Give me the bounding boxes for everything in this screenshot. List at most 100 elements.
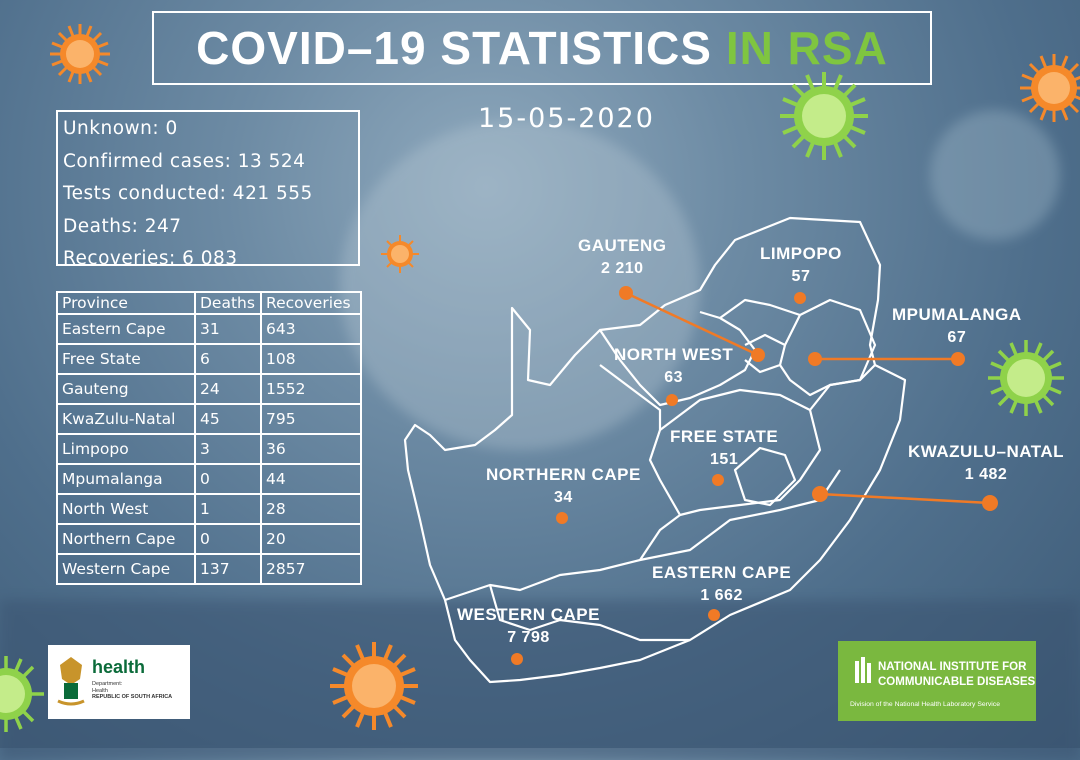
north-west-value: 63 <box>664 369 684 386</box>
deaths-stat: Deaths: 247 <box>63 215 182 237</box>
orange-virus-icon <box>330 642 418 730</box>
kwazulu-natal-value: 1 482 <box>964 466 1008 483</box>
recoveries-cell: 44 <box>260 463 362 495</box>
recoveries-cell: 28 <box>260 493 362 525</box>
nicd-emblem-icon <box>855 657 871 683</box>
label-eastern-cape: EASTERN CAPE 1 662 <box>652 563 791 605</box>
limpopo-value: 57 <box>791 268 811 285</box>
gauteng-value: 2 210 <box>600 260 644 277</box>
north-west-name: NORTH WEST <box>614 345 734 364</box>
green-virus-icon <box>988 340 1064 416</box>
table-row: Eastern Cape 31 643 <box>56 313 362 345</box>
background-virus-blur <box>930 110 1060 240</box>
limpopo-marker <box>794 292 806 304</box>
deaths-cell: 3 <box>194 433 262 465</box>
western-cape-marker <box>511 653 523 665</box>
recoveries-cell: 1552 <box>260 373 362 405</box>
province-cell: North West <box>56 493 196 525</box>
mpumalanga-value: 67 <box>947 329 967 346</box>
deaths-cell: 1 <box>194 493 262 525</box>
deaths-cell: 0 <box>194 523 262 555</box>
table-row: Western Cape 137 2857 <box>56 553 362 585</box>
deaths-cell: 24 <box>194 373 262 405</box>
title-highlight: IN RSA <box>725 22 888 74</box>
gauteng-name: GAUTENG <box>578 236 667 255</box>
orange-virus-icon <box>381 235 419 273</box>
health-subtitle: Department: Health REPUBLIC OF SOUTH AFR… <box>92 681 172 701</box>
label-western-cape: WESTERN CAPE 7 798 <box>457 605 600 647</box>
kwazulu-natal-name: KWAZULU–NATAL <box>908 442 1065 461</box>
province-cell: Western Cape <box>56 553 196 585</box>
table-row: Mpumalanga 0 44 <box>56 463 362 495</box>
unknown-stat: Unknown: 0 <box>63 118 178 139</box>
deaths-cell: 0 <box>194 463 262 495</box>
table-row: Free State 6 108 <box>56 343 362 375</box>
deaths-cell: 137 <box>194 553 262 585</box>
province-cell: Limpopo <box>56 433 196 465</box>
label-free-state: FREE STATE 151 <box>670 427 778 469</box>
province-table: Province Deaths Recoveries Eastern Cape … <box>56 291 362 585</box>
title-main: COVID–19 STATISTICS <box>196 22 712 74</box>
deaths-cell: 45 <box>194 403 262 435</box>
tests-conducted-stat: Tests conducted: 421 555 <box>63 183 313 204</box>
border-kzn <box>809 364 876 411</box>
limpopo-name: LIMPOPO <box>760 244 842 263</box>
border-free-state <box>659 388 822 517</box>
table-row: KwaZulu-Natal 45 795 <box>56 403 362 435</box>
border-western-cape <box>488 584 690 642</box>
orange-virus-icon <box>50 24 110 84</box>
table-row: Gauteng 24 1552 <box>56 373 362 405</box>
nicd-name-line: NATIONAL INSTITUTE FOR <box>878 661 1027 673</box>
recoveries-stat: Recoveries: 6 083 <box>63 248 238 269</box>
border-limpopo <box>719 298 801 319</box>
report-date: 15-05-2020 <box>478 103 655 134</box>
free-state-value: 151 <box>710 451 739 468</box>
free-state-name: FREE STATE <box>670 427 779 446</box>
health-wordmark: health <box>92 657 146 677</box>
eastern-cape-name: EASTERN CAPE <box>652 563 792 582</box>
health-sub-line: Health <box>92 687 108 694</box>
table-header-row: Province Deaths Recoveries <box>56 291 362 315</box>
free-state-marker <box>712 474 724 486</box>
column-header-recoveries: Recoveries <box>260 291 362 315</box>
gauteng-marker-start <box>619 286 633 300</box>
label-gauteng: GAUTENG 2 210 <box>578 236 667 278</box>
table-row: Northern Cape 0 20 <box>56 523 362 555</box>
eastern-cape-marker <box>708 609 720 621</box>
province-cell: Mpumalanga <box>56 463 196 495</box>
department-of-health-logo: health Department: Health REPUBLIC OF SO… <box>48 645 190 719</box>
recoveries-cell: 2857 <box>260 553 362 585</box>
label-limpopo: LIMPOPO 57 <box>760 244 842 286</box>
gauteng-marker <box>751 348 765 362</box>
deaths-cell: 6 <box>194 343 262 375</box>
orange-virus-icon <box>1020 54 1080 122</box>
western-cape-value: 7 798 <box>507 629 550 646</box>
north-west-marker <box>666 394 678 406</box>
nicd-division: Division of the National Health Laborato… <box>850 701 1000 708</box>
green-virus-icon <box>0 656 44 732</box>
label-mpumalanga: MPUMALANGA 67 <box>892 305 1022 347</box>
health-sub-line: Department: <box>92 681 123 687</box>
country-outline <box>403 216 907 684</box>
eastern-cape-value: 1 662 <box>700 587 743 604</box>
recoveries-cell: 36 <box>260 433 362 465</box>
page-title: COVID–19 STATISTICS IN RSA <box>152 11 932 85</box>
recoveries-cell: 643 <box>260 313 362 345</box>
mpumalanga-marker <box>808 352 822 366</box>
health-sub-line: REPUBLIC OF SOUTH AFRICA <box>92 694 173 700</box>
border-north-west <box>599 310 757 407</box>
province-cell: Gauteng <box>56 373 196 405</box>
gauteng-connector <box>625 291 759 357</box>
border-lesotho <box>733 446 797 507</box>
kzn-marker <box>812 486 828 502</box>
summary-stats-box: Unknown: 0 Confirmed cases: 13 524 Tests… <box>56 110 360 269</box>
western-cape-name: WESTERN CAPE <box>457 605 600 624</box>
recoveries-cell: 795 <box>260 403 362 435</box>
mpumalanga-marker-end <box>951 352 965 366</box>
nicd-name-line: COMMUNICABLE DISEASES <box>878 676 1036 688</box>
label-north-west: NORTH WEST 63 <box>614 345 733 387</box>
kzn-marker-end <box>982 495 998 511</box>
recoveries-cell: 108 <box>260 343 362 375</box>
deaths-cell: 31 <box>194 313 262 345</box>
